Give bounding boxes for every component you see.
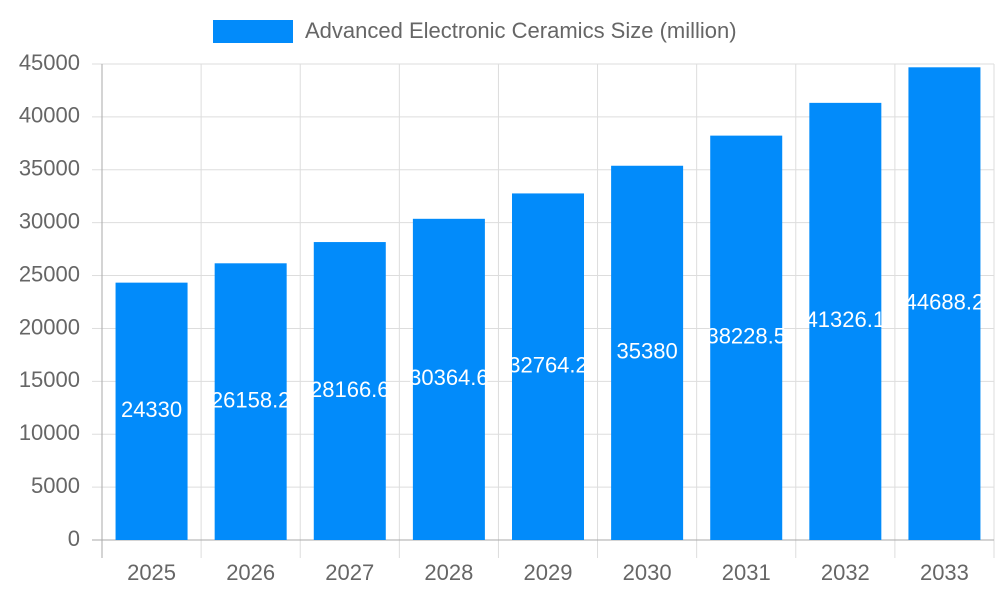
bar (214, 263, 287, 540)
data-label: 35380 (617, 339, 678, 364)
bar (809, 102, 882, 540)
bar (412, 218, 485, 541)
x-tick-label: 2030 (623, 560, 672, 585)
y-tick-label: 40000 (19, 103, 80, 128)
x-tick-label: 2033 (920, 560, 969, 585)
x-tick-label: 2029 (524, 560, 573, 585)
data-label: 38228.5 (706, 324, 786, 349)
data-label: 28166.6 (310, 377, 390, 402)
legend-label: Advanced Electronic Ceramics Size (milli… (305, 18, 737, 43)
y-tick-label: 45000 (19, 50, 80, 75)
bar (313, 242, 386, 540)
x-tick-label: 2032 (821, 560, 870, 585)
bar (512, 193, 584, 541)
x-tick-label: 2028 (424, 560, 473, 585)
x-tick-label: 2031 (722, 560, 771, 585)
y-tick-label: 20000 (19, 314, 80, 339)
y-tick-label: 30000 (19, 208, 80, 233)
bar (611, 165, 684, 540)
legend-swatch (213, 20, 293, 43)
x-tick-label: 2027 (325, 560, 374, 585)
data-label: 30364.6 (409, 365, 489, 390)
bar (115, 282, 188, 540)
bar (908, 67, 981, 540)
bar (710, 135, 783, 540)
y-tick-label: 15000 (19, 367, 80, 392)
y-tick-label: 0 (68, 526, 80, 551)
x-tick-label: 2025 (127, 560, 176, 585)
data-label: 26158.2 (211, 387, 291, 412)
x-tick-label: 2026 (226, 560, 275, 585)
y-tick-label: 10000 (19, 420, 80, 445)
data-label: 24330 (121, 397, 182, 422)
y-tick-label: 5000 (31, 473, 80, 498)
y-tick-label: 25000 (19, 261, 80, 286)
data-label: 41326.1 (806, 307, 886, 332)
y-tick-label: 35000 (19, 156, 80, 181)
data-label: 32764.2 (508, 353, 588, 378)
data-label: 44688.2 (905, 289, 985, 314)
